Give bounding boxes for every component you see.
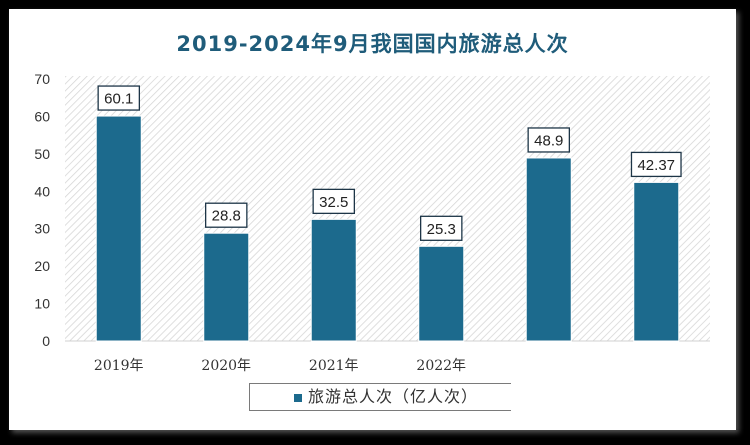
data-label: 60.1 xyxy=(104,91,133,108)
y-tick-label: 10 xyxy=(34,296,50,312)
data-label-box xyxy=(97,85,141,111)
bar xyxy=(525,157,572,342)
data-label: 25.3 xyxy=(427,221,456,238)
chart-title: 2019-2024年9月我国国内旅游总人次 xyxy=(176,32,569,56)
data-label-box xyxy=(527,127,571,153)
x-tick-label: 2020年 xyxy=(201,358,251,374)
y-tick-label: 30 xyxy=(34,221,50,237)
y-tick-label: 70 xyxy=(34,71,50,87)
bar xyxy=(95,115,142,342)
data-label-box xyxy=(419,215,463,241)
bar xyxy=(418,245,465,342)
bar-series xyxy=(95,115,680,342)
y-axis-ticks: 0 10 20 30 40 50 60 70 xyxy=(34,71,50,349)
data-label-box xyxy=(312,188,356,215)
y-tick-label: 0 xyxy=(42,333,50,349)
legend-label: 旅游总人次（亿人次） xyxy=(308,387,479,406)
data-label-box xyxy=(204,202,248,228)
y-tick-label: 20 xyxy=(34,258,50,274)
bar xyxy=(203,232,250,342)
data-label: 42.37 xyxy=(637,157,675,174)
data-label: 48.9 xyxy=(534,132,563,149)
x-tick-label: 2019年 xyxy=(94,358,144,374)
legend: 旅游总人次（亿人次） xyxy=(249,383,511,411)
legend-swatch xyxy=(294,394,302,402)
data-label-box xyxy=(630,151,682,178)
bar xyxy=(310,218,357,342)
bar xyxy=(633,181,680,342)
data-labels: 60.1 28.8 32.5 25.3 48.9 42.37 xyxy=(97,85,682,241)
y-tick-label: 50 xyxy=(34,146,50,162)
x-axis-ticks: 2019年 2020年 2021年 2022年 xyxy=(94,358,466,374)
x-tick-label: 2021年 xyxy=(309,358,359,374)
data-label: 32.5 xyxy=(319,194,348,211)
y-tick-label: 60 xyxy=(34,108,50,124)
x-tick-label: 2022年 xyxy=(416,358,466,374)
data-label: 28.8 xyxy=(212,208,241,225)
plot-area xyxy=(65,76,710,341)
y-tick-label: 40 xyxy=(34,183,50,199)
